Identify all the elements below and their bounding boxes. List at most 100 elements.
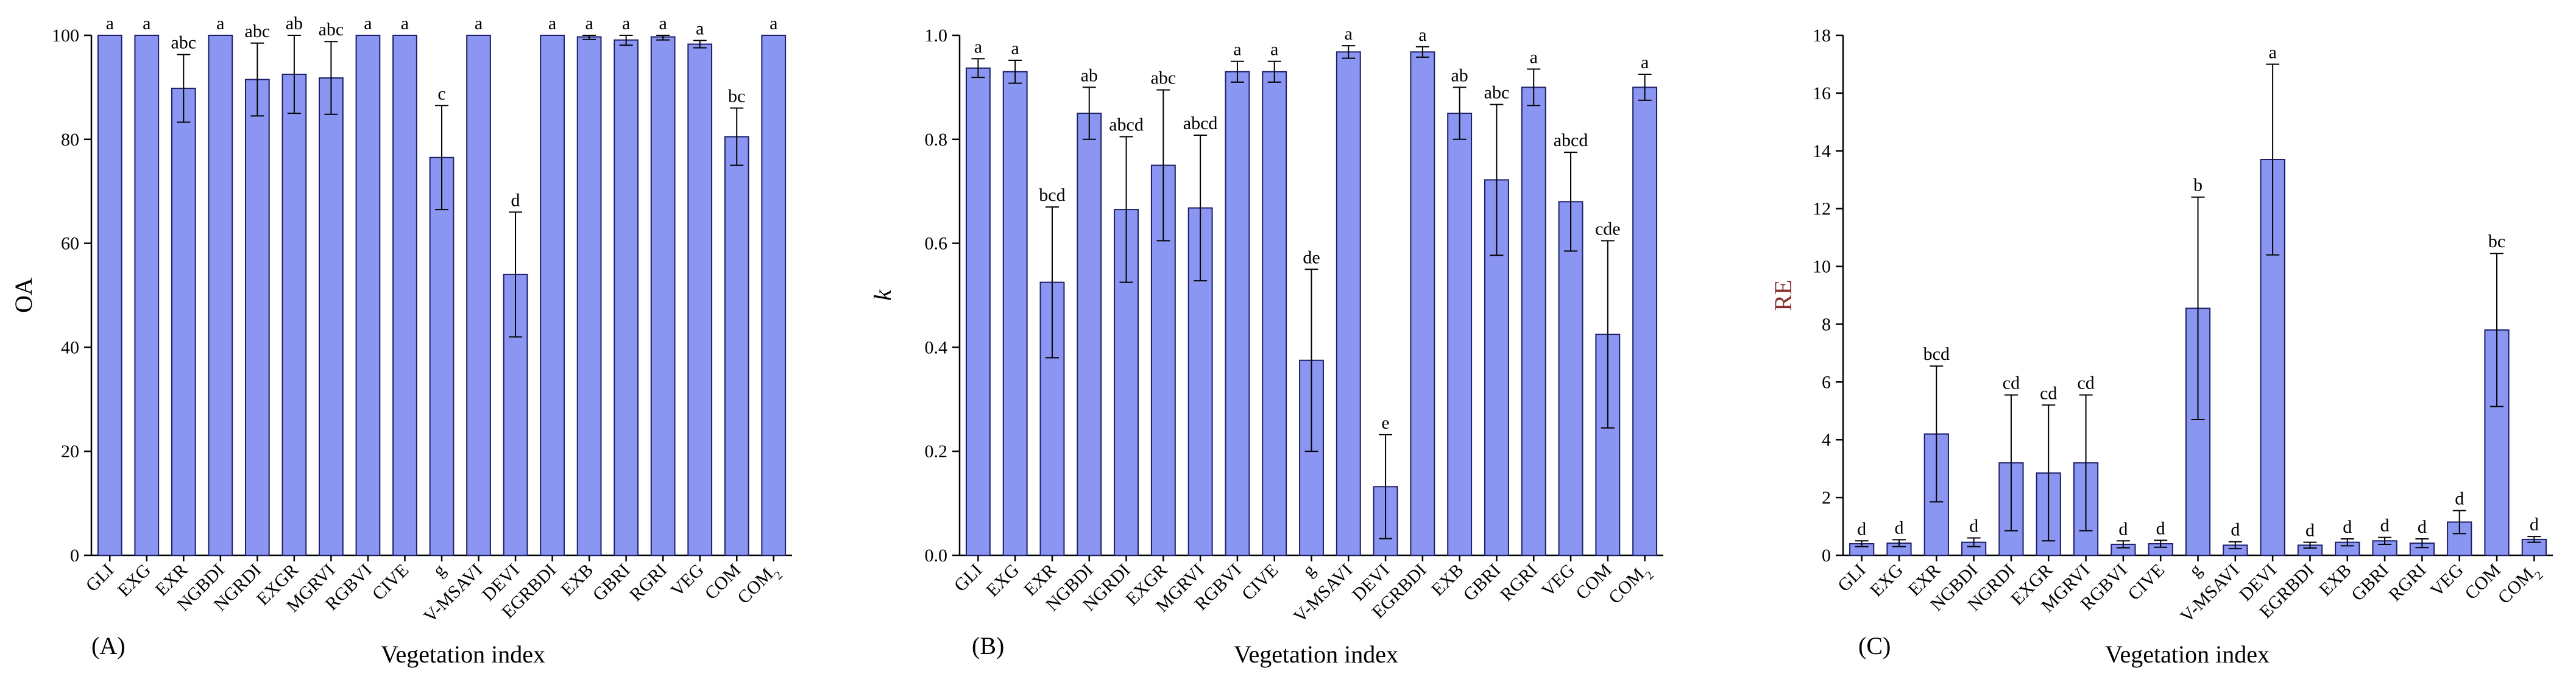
bar-g [1299,359,1324,556]
y-tick-label: 0.8 [925,130,948,150]
y-tick-label: 4 [1822,430,1831,450]
panel-label: (A) [91,632,126,659]
y-tick-label: 80 [61,130,79,150]
bar-V-MSAVI [1336,51,1361,556]
y-tick-label: 0.2 [925,441,948,462]
x-tick-label: EXB [1428,560,1468,600]
bar-RGBVI [1225,71,1250,556]
bar-EXG [1002,71,1028,556]
y-tick-label: 1.0 [925,26,948,46]
significance-label: bcd [1923,344,1950,364]
bar-COM2 [761,35,787,556]
significance-label: ab [1451,65,1468,85]
x-tick-label: GBRI [2348,560,2393,605]
significance-label: a [2268,42,2276,62]
x-tick-label: GLI [1834,560,1870,596]
bar-EXGR [281,74,307,557]
significance-label: cd [2077,373,2094,393]
x-tick-label: GLI [82,560,118,596]
bar-COM [724,136,749,556]
bar-NGBDI [1077,113,1102,557]
x-tick-label: EXG [1866,560,1907,601]
bar-EXB [576,36,602,556]
significance-label: c [437,83,445,104]
significance-label: d [2343,517,2352,537]
significance-label: a [1530,47,1538,68]
y-tick-label: 0.0 [925,546,948,566]
bar-MGRVI [319,77,344,556]
bar-NGBDI [208,35,233,556]
bar-EXB [1447,113,1473,557]
bar-GLI [97,35,122,556]
y-tick-label: 40 [61,337,79,357]
significance-label: d [1894,518,1903,538]
significance-label: bcd [1039,185,1065,205]
y-tick-label: 0.4 [925,337,948,357]
significance-label: d [2530,515,2539,535]
significance-label: a [1270,40,1278,60]
x-tick-label: VEG [1538,560,1579,601]
x-tick-label: EXG [982,560,1023,601]
x-tick-label: g [1299,560,1320,581]
x-tick-label: COM2 [2494,560,2546,612]
significance-label: de [1303,247,1320,267]
significance-label: a [143,13,150,33]
panel-label: (C) [1858,632,1891,659]
y-tick-label: 20 [61,441,79,462]
bar-VEG [1558,201,1583,556]
bar-COM2 [1632,86,1658,556]
y-tick-label: 6 [1822,372,1831,392]
significance-label: d [2380,516,2390,536]
y-tick-label: 0 [1822,546,1831,566]
significance-label: abcd [1554,130,1588,150]
bar-CIVE [1262,71,1287,556]
bar-EGRBDI [1410,51,1435,556]
significance-label: bc [2488,231,2505,251]
x-tick-label: RGRI [626,560,671,605]
x-tick-label: EXB [2315,560,2355,600]
x-tick-label: VEG [2427,560,2468,601]
significance-label: a [1011,38,1019,58]
significance-label: abc [1151,68,1177,88]
significance-label: a [1233,40,1241,60]
x-tick-label: GLI [950,560,986,596]
significance-label: abc [171,33,196,53]
bar-VEG [687,43,713,556]
significance-label: d [2305,521,2315,541]
significance-label: a [622,13,630,33]
y-tick-label: 14 [1813,141,1831,161]
significance-label: d [1969,516,1978,536]
y-tick-label: 10 [1813,257,1831,277]
x-tick-label: RGRI [1496,560,1541,605]
bar-GBRI [614,39,639,557]
significance-label: d [2455,488,2464,508]
y-axis-title: k [869,289,896,301]
y-axis-title: OA [10,278,37,313]
significance-label: d [2418,517,2427,537]
y-tick-label: 100 [52,26,79,46]
bar-EXR [171,88,196,557]
x-tick-label: EXB [557,560,597,600]
significance-label: ab [1081,65,1098,85]
significance-label: abcd [1109,115,1144,135]
y-tick-label: 16 [1813,83,1831,104]
bar-EGRBDI [540,35,565,556]
y-tick-label: 12 [1813,199,1831,219]
bar-RGRI [1521,86,1546,556]
y-axis-title: RE [1769,279,1797,311]
x-tick-label: V-MSAVI [2176,560,2243,627]
significance-label: a [106,13,114,33]
significance-label: a [401,13,409,33]
significance-label: a [475,13,483,33]
significance-label: e [1381,413,1389,433]
bar-EXG [134,35,160,556]
bar-NGRDI [245,79,270,556]
significance-label: a [696,19,704,39]
x-tick-label: g [2185,560,2206,581]
significance-label: a [659,13,667,33]
significance-label: cd [2040,383,2057,403]
y-tick-label: 60 [61,234,79,254]
x-tick-label: g [429,560,450,581]
x-tick-label: CIVE [1238,560,1283,605]
significance-label: abc [1484,83,1510,103]
